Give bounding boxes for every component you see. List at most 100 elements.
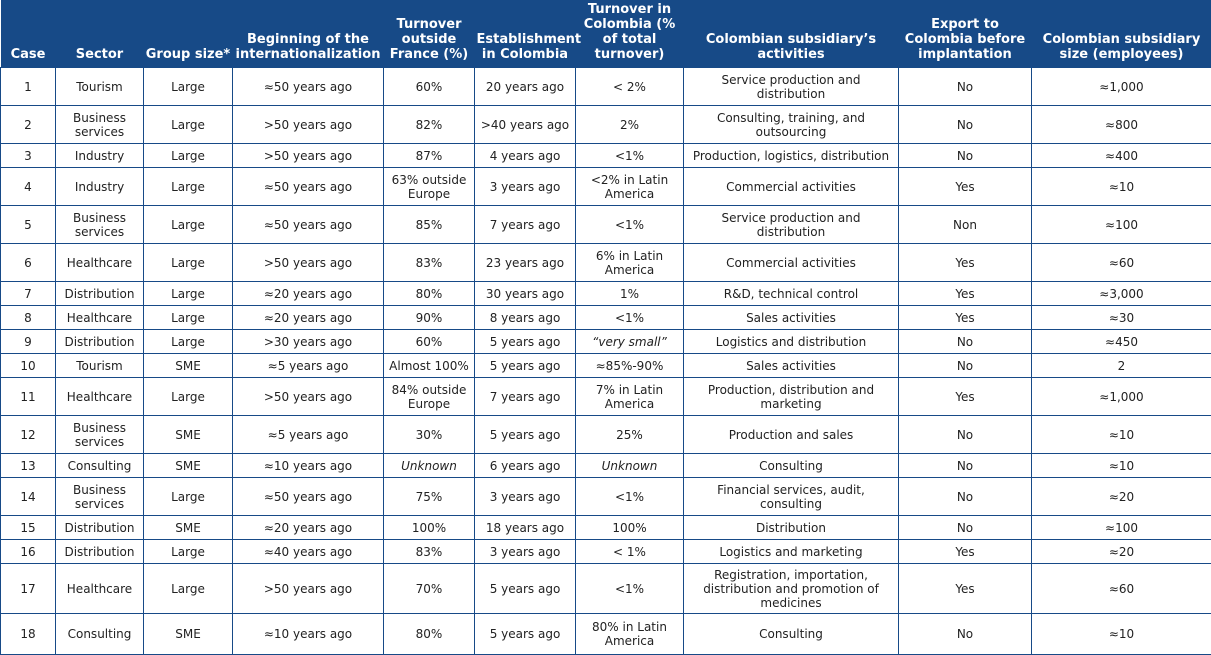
cell-turnover-colombia: 80% in Latin America — [576, 614, 684, 655]
cell-sector: Industry — [56, 168, 144, 206]
cell-turnover-colombia: ≈85%-90% — [576, 354, 684, 378]
cell-case: 8 — [1, 306, 56, 330]
cell-case: 3 — [1, 144, 56, 168]
cell-sector: Distribution — [56, 330, 144, 354]
cell-turnover-outside: 82% — [384, 106, 475, 144]
cell-turnover-colombia: < 2% — [576, 68, 684, 106]
cell-establishment: 6 years ago — [475, 454, 576, 478]
cell-activities: Commercial activities — [684, 168, 899, 206]
cell-beginning: ≈40 years ago — [233, 540, 384, 564]
cell-beginning: ≈50 years ago — [233, 168, 384, 206]
header-case: Case — [1, 0, 56, 68]
cell-group-size: SME — [144, 354, 233, 378]
cell-establishment: 7 years ago — [475, 206, 576, 244]
cell-activities: Consulting, training, and outsourcing — [684, 106, 899, 144]
cell-activities: Service production and distribution — [684, 206, 899, 244]
cell-sector: Business services — [56, 106, 144, 144]
cell-group-size: Large — [144, 540, 233, 564]
cell-turnover-outside: Unknown — [384, 454, 475, 478]
cell-sector: Healthcare — [56, 244, 144, 282]
cell-establishment: 5 years ago — [475, 354, 576, 378]
cell-sector: Consulting — [56, 614, 144, 655]
cell-activities: Service production and distribution — [684, 68, 899, 106]
cell-activities: Logistics and distribution — [684, 330, 899, 354]
cell-export-before: Yes — [899, 168, 1032, 206]
cell-establishment: 3 years ago — [475, 540, 576, 564]
cell-subsidiary-size: ≈450 — [1032, 330, 1211, 354]
header-group-size: Group size* — [144, 0, 233, 68]
cell-export-before: No — [899, 354, 1032, 378]
cell-beginning: >50 years ago — [233, 244, 384, 282]
cell-export-before: No — [899, 144, 1032, 168]
cell-sector: Healthcare — [56, 564, 144, 614]
cell-activities: Distribution — [684, 516, 899, 540]
cell-subsidiary-size: ≈1,000 — [1032, 68, 1211, 106]
cell-turnover-colombia: <1% — [576, 564, 684, 614]
cell-activities: Production and sales — [684, 416, 899, 454]
cell-group-size: Large — [144, 144, 233, 168]
cell-group-size: SME — [144, 516, 233, 540]
cell-case: 10 — [1, 354, 56, 378]
cell-turnover-outside: 60% — [384, 68, 475, 106]
cell-turnover-colombia: <1% — [576, 306, 684, 330]
cell-group-size: Large — [144, 564, 233, 614]
cell-beginning: ≈5 years ago — [233, 416, 384, 454]
cell-sector: Tourism — [56, 68, 144, 106]
cell-case: 9 — [1, 330, 56, 354]
cell-sector: Healthcare — [56, 306, 144, 330]
header-turnover-colombia: Turnover in Colombia (% of total turnove… — [576, 0, 684, 68]
cell-export-before: Yes — [899, 378, 1032, 416]
cell-turnover-colombia: <1% — [576, 144, 684, 168]
cell-activities: Logistics and marketing — [684, 540, 899, 564]
cell-export-before: Yes — [899, 306, 1032, 330]
cell-turnover-outside: 83% — [384, 540, 475, 564]
cell-turnover-colombia: 1% — [576, 282, 684, 306]
cell-turnover-colombia: <1% — [576, 478, 684, 516]
cell-export-before: Yes — [899, 564, 1032, 614]
cell-turnover-outside: 100% — [384, 516, 475, 540]
header-export-before-implantation: Export to Colombia before implantation — [899, 0, 1032, 68]
cell-case: 1 — [1, 68, 56, 106]
cell-activities: Sales activities — [684, 354, 899, 378]
cell-subsidiary-size: ≈60 — [1032, 564, 1211, 614]
cell-export-before: No — [899, 516, 1032, 540]
header-beginning-internationalization: Beginning of the internationalization — [233, 0, 384, 68]
cell-activities: Commercial activities — [684, 244, 899, 282]
header-subsidiary-size: Colombian subsidiary size (employees) — [1032, 0, 1211, 68]
cell-export-before: Yes — [899, 540, 1032, 564]
cell-activities: Consulting — [684, 614, 899, 655]
cell-sector: Consulting — [56, 454, 144, 478]
header-turnover-outside-france: Turnover outside France (%) — [384, 0, 475, 68]
cell-case: 17 — [1, 564, 56, 614]
cell-beginning: >50 years ago — [233, 106, 384, 144]
cell-subsidiary-size: ≈20 — [1032, 540, 1211, 564]
cell-turnover-colombia: 7% in Latin America — [576, 378, 684, 416]
cell-turnover-colombia: < 1% — [576, 540, 684, 564]
cell-group-size: Large — [144, 378, 233, 416]
cell-case: 14 — [1, 478, 56, 516]
header-subsidiary-activities: Colombian subsidiary’s activities — [684, 0, 899, 68]
cell-beginning: ≈50 years ago — [233, 206, 384, 244]
cell-subsidiary-size: ≈100 — [1032, 516, 1211, 540]
cell-beginning: ≈5 years ago — [233, 354, 384, 378]
cell-beginning: ≈10 years ago — [233, 614, 384, 655]
cell-beginning: >50 years ago — [233, 144, 384, 168]
cell-group-size: SME — [144, 416, 233, 454]
cell-group-size: Large — [144, 330, 233, 354]
cell-beginning: ≈10 years ago — [233, 454, 384, 478]
cell-turnover-outside: 63% outside Europe — [384, 168, 475, 206]
cell-subsidiary-size: ≈10 — [1032, 416, 1211, 454]
cell-sector: Tourism — [56, 354, 144, 378]
cell-sector: Business services — [56, 478, 144, 516]
